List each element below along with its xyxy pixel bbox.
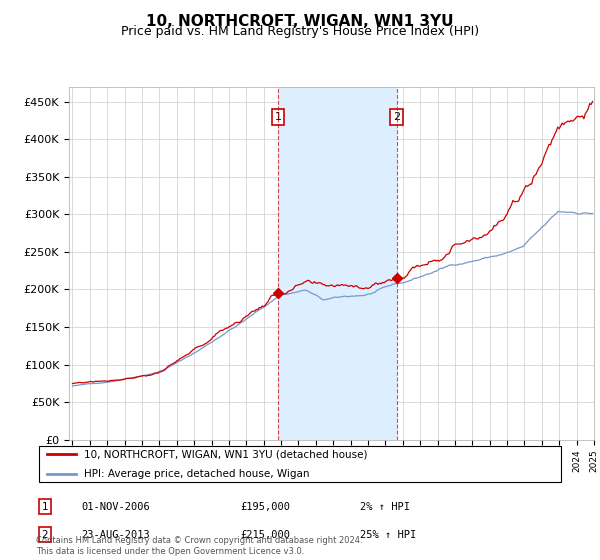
Text: 10, NORTHCROFT, WIGAN, WN1 3YU (detached house): 10, NORTHCROFT, WIGAN, WN1 3YU (detached…: [83, 449, 367, 459]
Text: 25% ↑ HPI: 25% ↑ HPI: [360, 530, 416, 540]
Text: 01-NOV-2006: 01-NOV-2006: [81, 502, 150, 512]
Bar: [278, 87, 397, 440]
Text: £195,000: £195,000: [240, 502, 290, 512]
Text: Price paid vs. HM Land Registry's House Price Index (HPI): Price paid vs. HM Land Registry's House …: [121, 25, 479, 38]
Text: HPI: Average price, detached house, Wigan: HPI: Average price, detached house, Wiga…: [83, 469, 309, 479]
Text: 23-AUG-2013: 23-AUG-2013: [81, 530, 150, 540]
Text: £215,000: £215,000: [240, 530, 290, 540]
Text: 10, NORTHCROFT, WIGAN, WN1 3YU: 10, NORTHCROFT, WIGAN, WN1 3YU: [146, 14, 454, 29]
Text: 2: 2: [41, 530, 49, 540]
Text: 1: 1: [41, 502, 49, 512]
FancyBboxPatch shape: [38, 446, 562, 482]
Text: 2: 2: [393, 112, 400, 122]
Text: Contains HM Land Registry data © Crown copyright and database right 2024.
This d: Contains HM Land Registry data © Crown c…: [36, 536, 362, 556]
Text: 2% ↑ HPI: 2% ↑ HPI: [360, 502, 410, 512]
Text: 1: 1: [275, 112, 281, 122]
